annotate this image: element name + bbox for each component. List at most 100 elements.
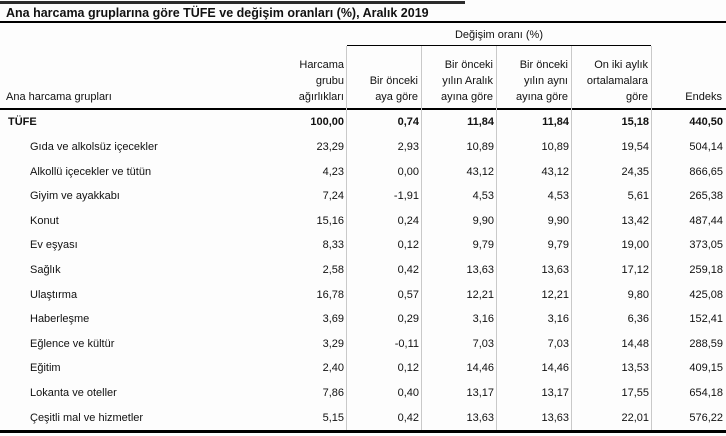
table-row: Alkollü içecekler ve tütün 4,23 0,00 43,… — [0, 159, 726, 184]
row-cell-monthly-change: 0,74 — [397, 116, 419, 129]
row-cell-index: 152,41 — [689, 313, 723, 326]
row-cell-index: 259,18 — [689, 263, 723, 276]
table-row: TÜFE 100,00 0,74 11,84 11,84 15,18 440,5… — [0, 110, 726, 135]
row-cell-index: 440,50 — [689, 116, 723, 129]
row-cell-twelve-month-average: 17,55 — [621, 387, 649, 399]
table-row: Ulaştırma 16,78 0,57 12,21 12,21 9,80 42… — [0, 282, 726, 307]
column-header-weights: Harcama grubu ağırlıkları — [298, 59, 344, 103]
row-cell-twelve-month-average: 24,35 — [621, 165, 649, 178]
table-row: Gıda ve alkolsüz içecekler 23,29 2,93 10… — [0, 135, 726, 160]
row-label: Lokanta ve oteller — [30, 387, 117, 399]
row-cell-index: 866,65 — [689, 165, 723, 178]
row-cell-index: 654,18 — [689, 387, 723, 399]
row-cell-change-vs-prev-december: 9,90 — [472, 214, 494, 227]
table-row: Eğlence ve kültür 3,29 -0,11 7,03 7,03 1… — [0, 331, 726, 356]
row-label: Ev eşyası — [30, 239, 78, 252]
row-cell-monthly-change: 0,00 — [397, 165, 419, 178]
row-cell-monthly-change: 2,93 — [397, 140, 419, 153]
row-cell-change-vs-prev-december: 4,53 — [472, 190, 494, 203]
row-cell-change-vs-prev-december: 13,63 — [466, 411, 494, 424]
row-cell-index: 265,38 — [689, 190, 723, 203]
row-cell-twelve-month-average: 9,80 — [627, 288, 649, 301]
table-body: TÜFE 100,00 0,74 11,84 11,84 15,18 440,5… — [0, 110, 726, 430]
table-row: Konut 15,16 0,24 9,90 9,90 13,42 487,44 — [0, 208, 726, 233]
row-cell-change-vs-same-month: 9,79 — [547, 239, 569, 252]
row-cell-index: 487,44 — [689, 214, 723, 227]
column-header-change-vs-prev-december: Bir önceki yılın Aralık ayına göre — [441, 59, 493, 103]
row-cell-change-vs-same-month: 9,90 — [547, 214, 569, 227]
row-cell-change-vs-same-month: 13,63 — [541, 411, 569, 424]
column-header-main-groups: Ana harcama grupları — [6, 91, 112, 103]
row-cell-change-vs-same-month: 13,63 — [541, 263, 569, 276]
row-label: Konut — [30, 214, 59, 227]
row-cell-change-vs-prev-december: 14,46 — [466, 362, 494, 375]
row-label: Giyim ve ayakkabı — [30, 190, 120, 203]
row-cell-twelve-month-average: 19,00 — [621, 239, 649, 252]
row-cell-change-vs-same-month: 10,89 — [541, 140, 569, 153]
row-cell-change-vs-same-month: 13,17 — [541, 387, 569, 399]
row-cell-weight: 15,16 — [316, 214, 344, 227]
page-title: Ana harcama gruplarına göre TÜFE ve deği… — [6, 6, 429, 20]
row-cell-change-vs-same-month: 14,46 — [541, 362, 569, 375]
row-cell-change-vs-prev-december: 12,21 — [466, 288, 494, 301]
column-separator — [651, 46, 652, 430]
row-cell-weight: 16,78 — [316, 288, 344, 301]
table-row: Giyim ve ayakkabı 7,24 -1,91 4,53 4,53 5… — [0, 184, 726, 209]
row-cell-index: 504,14 — [689, 140, 723, 153]
row-cell-change-vs-prev-december: 13,63 — [466, 263, 494, 276]
row-cell-change-vs-prev-december: 3,16 — [472, 313, 494, 326]
row-cell-index: 409,15 — [689, 362, 723, 375]
row-label: Ulaştırma — [30, 288, 78, 301]
header-bottom-rule — [0, 108, 726, 110]
row-cell-twelve-month-average: 15,18 — [621, 116, 649, 129]
row-cell-weight: 2,40 — [322, 362, 344, 375]
row-cell-twelve-month-average: 19,54 — [621, 140, 649, 153]
column-header-change-vs-same-month: Bir önceki yılın aynı ayına göre — [516, 59, 568, 103]
row-cell-twelve-month-average: 6,36 — [627, 313, 649, 326]
row-cell-twelve-month-average: 13,53 — [621, 362, 649, 375]
row-cell-index: 425,08 — [689, 288, 723, 301]
row-cell-change-vs-same-month: 12,21 — [541, 288, 569, 301]
column-header-twelve-month-average: On iki aylık ortalamalara göre — [586, 59, 648, 103]
row-cell-monthly-change: 0,42 — [397, 411, 419, 424]
row-label: Çeşitli mal ve hizmetler — [30, 411, 144, 424]
row-cell-change-vs-same-month: 4,53 — [547, 190, 569, 203]
column-separator — [571, 46, 572, 430]
column-separator — [346, 46, 347, 430]
row-label: TÜFE — [8, 116, 37, 129]
row-cell-weight: 2,58 — [322, 263, 344, 276]
column-separator — [496, 46, 497, 430]
row-cell-weight: 23,29 — [316, 140, 344, 153]
row-cell-monthly-change: 0,24 — [397, 214, 419, 227]
row-cell-monthly-change: 0,12 — [397, 362, 419, 375]
column-header-index: Endeks — [685, 91, 722, 103]
row-cell-weight: 4,23 — [322, 165, 344, 178]
row-cell-monthly-change: -1,91 — [393, 190, 419, 203]
row-cell-change-vs-prev-december: 10,89 — [466, 140, 494, 153]
top-partial-rule — [0, 1, 465, 4]
table-row: Ev eşyası 8,33 0,12 9,79 9,79 19,00 373,… — [0, 233, 726, 258]
table-row: Eğitim 2,40 0,12 14,46 14,46 13,53 409,1… — [0, 356, 726, 381]
row-label: Haberleşme — [30, 313, 90, 326]
row-cell-change-vs-same-month: 11,84 — [542, 116, 569, 129]
row-cell-change-vs-prev-december: 9,79 — [472, 239, 494, 252]
row-cell-index: 373,05 — [689, 239, 723, 252]
change-rate-group-header: Değişim oranı (%) — [454, 29, 544, 41]
row-cell-monthly-change: 0,29 — [397, 313, 419, 326]
row-cell-change-vs-same-month: 3,16 — [547, 313, 569, 326]
table-row: Çeşitli mal ve hizmetler 5,15 0,42 13,63… — [0, 405, 726, 430]
table-bottom-rule — [0, 430, 726, 433]
row-cell-monthly-change: 0,40 — [397, 387, 419, 399]
row-cell-change-vs-prev-december: 7,03 — [472, 337, 494, 350]
row-cell-weight: 3,69 — [322, 313, 344, 326]
row-cell-weight: 100,00 — [310, 116, 344, 129]
row-cell-weight: 3,29 — [322, 337, 344, 350]
row-cell-change-vs-same-month: 43,12 — [541, 165, 569, 178]
row-cell-weight: 7,24 — [322, 190, 344, 203]
row-label: Alkollü içecekler ve tütün — [30, 165, 152, 178]
table-row: Haberleşme 3,69 0,29 3,16 3,16 6,36 152,… — [0, 307, 726, 332]
row-cell-weight: 8,33 — [322, 239, 344, 252]
column-header-monthly-change: Bir önceki aya göre — [369, 75, 418, 103]
row-label: Gıda ve alkolsüz içecekler — [30, 140, 158, 153]
